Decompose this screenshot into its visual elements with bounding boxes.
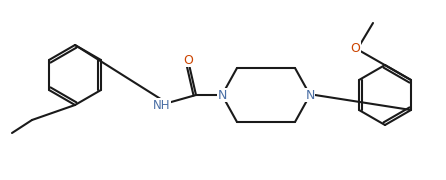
Text: O: O: [350, 42, 360, 55]
Text: N: N: [217, 89, 227, 102]
Text: N: N: [306, 89, 315, 102]
Text: O: O: [183, 53, 193, 66]
Text: NH: NH: [153, 98, 171, 111]
